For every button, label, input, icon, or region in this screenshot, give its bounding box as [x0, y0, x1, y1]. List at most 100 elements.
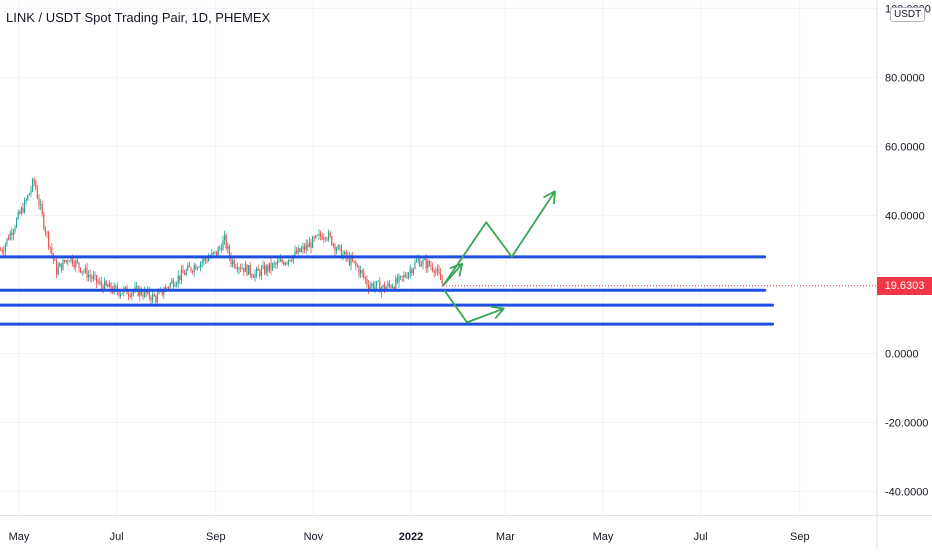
candle-body	[259, 270, 261, 277]
candle-body	[49, 246, 51, 248]
candle-body	[17, 211, 19, 219]
candle-body	[377, 281, 379, 283]
candle-body	[75, 260, 77, 268]
chart-title: LINK / USDT Spot Trading Pair, 1D, PHEME…	[6, 10, 271, 25]
candle-body	[328, 232, 330, 240]
candle-body	[225, 235, 227, 249]
candle-body	[27, 195, 29, 200]
candle-body	[56, 260, 58, 275]
candle-body	[102, 285, 104, 291]
candle-body	[19, 211, 21, 214]
candle-body	[177, 275, 179, 284]
candle-body	[355, 261, 357, 266]
candle-body	[304, 246, 306, 251]
candle-body	[422, 259, 424, 265]
candle-body	[251, 274, 253, 277]
candle-body	[51, 247, 53, 254]
x-tick-label: Jul	[110, 531, 124, 543]
candle-body	[300, 249, 302, 252]
candle-body	[81, 271, 83, 273]
candle-body	[43, 213, 45, 229]
projection-arrow[interactable]	[443, 290, 505, 324]
candle-body	[425, 258, 427, 269]
candle-body	[286, 262, 288, 264]
candle-body	[419, 258, 421, 267]
candle-body	[168, 287, 170, 289]
candle-body	[4, 244, 6, 251]
candle-body	[278, 261, 280, 263]
candle-body	[216, 251, 218, 256]
candle-body	[313, 237, 315, 238]
candle-body	[238, 267, 240, 270]
horizontal-levels[interactable]	[0, 255, 877, 326]
candle-body	[94, 275, 96, 276]
candle-body	[361, 270, 363, 273]
candle-body	[86, 267, 88, 278]
candle-body	[339, 245, 341, 247]
x-tick-label: Mar	[496, 531, 515, 543]
candle-body	[315, 235, 317, 238]
candle-body	[395, 277, 397, 289]
projection-arrows[interactable]	[442, 190, 556, 324]
candle-body	[227, 246, 229, 249]
candle-body	[344, 251, 346, 255]
candle-body	[217, 247, 219, 256]
candle-body	[366, 279, 368, 285]
candle-body	[100, 281, 102, 286]
candle-body	[288, 259, 290, 263]
candle-body	[169, 283, 171, 288]
candle-body	[265, 265, 267, 274]
candle-body	[214, 251, 216, 253]
candle-body	[441, 279, 443, 284]
candle-body	[360, 270, 362, 274]
candle-body	[11, 232, 13, 236]
candle-body	[62, 259, 64, 270]
candle-body	[356, 265, 358, 267]
candle-body	[408, 272, 410, 278]
candle-body	[273, 263, 275, 265]
candle-body	[57, 266, 59, 275]
candle-body	[312, 237, 314, 249]
candle-body	[222, 239, 224, 251]
x-tick-label: May	[9, 531, 30, 543]
candle-body	[198, 267, 200, 268]
projection-arrow[interactable]	[442, 263, 463, 287]
candle-body	[345, 251, 347, 258]
candle-body	[409, 269, 411, 273]
candle-body	[179, 275, 181, 280]
candle-body	[374, 286, 376, 290]
y-tick-label: 40.0000	[885, 210, 925, 222]
candle-body	[92, 275, 94, 279]
candle-body	[9, 232, 11, 240]
candle-body	[248, 265, 250, 275]
candle-body	[104, 280, 106, 291]
y-tick-label: -40.0000	[885, 486, 928, 498]
candle-body	[382, 284, 384, 288]
candle-body	[326, 238, 328, 240]
candle-body	[385, 287, 387, 291]
candle-body	[28, 193, 30, 196]
candle-body	[172, 280, 174, 287]
candle-body	[182, 269, 184, 274]
currency-selector[interactable]: USDT	[890, 7, 926, 22]
candle-body	[153, 294, 155, 297]
candle-body	[97, 282, 99, 284]
projection-arrow[interactable]	[442, 190, 556, 287]
candle-body	[54, 259, 56, 261]
candle-body	[401, 276, 403, 277]
candle-body	[105, 280, 107, 286]
candle-body	[280, 259, 282, 262]
candle-body	[35, 181, 37, 190]
candle-body	[232, 260, 234, 265]
candle-body	[329, 232, 331, 237]
candle-body	[331, 236, 333, 246]
candle-body	[291, 260, 293, 262]
candle-body	[121, 293, 123, 295]
candle-body	[249, 265, 251, 275]
candle-body	[379, 281, 381, 293]
candle-body	[68, 261, 70, 262]
candle-body	[348, 256, 350, 265]
candle-body	[0, 249, 2, 251]
